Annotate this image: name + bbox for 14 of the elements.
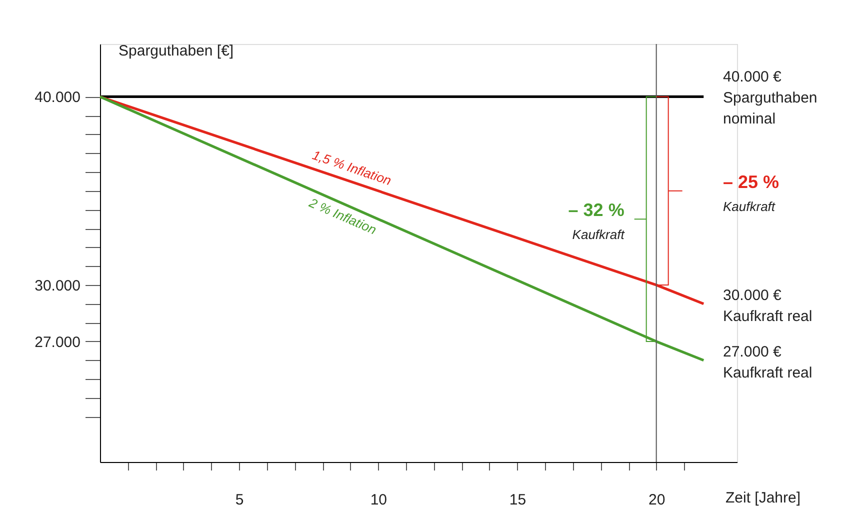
annotation: 27.000 € Kaufkraft real (723, 343, 812, 382)
x-tick-label: 15 (509, 492, 526, 508)
x-tick-label: 20 (648, 492, 666, 508)
x-axis-title: Zeit [Jahre] (726, 490, 801, 506)
annotation: 40.000 € Sparguthaben nominal (723, 68, 818, 128)
y-tick-label: 27.000 (34, 334, 80, 351)
annotation: – 32 % Kaufkraft (568, 200, 626, 242)
y-axis-title: Sparguthaben [€] (118, 42, 234, 60)
annotation: 30.000 € Kaufkraft real (723, 287, 812, 326)
x-tick-label: 5 (235, 492, 244, 508)
annotation: – 25 % Kaufkraft (723, 172, 780, 214)
y-tick-label: 40.000 (34, 89, 80, 106)
x-tick-label: 10 (370, 492, 388, 508)
y-tick-label: 30.000 (34, 278, 80, 295)
